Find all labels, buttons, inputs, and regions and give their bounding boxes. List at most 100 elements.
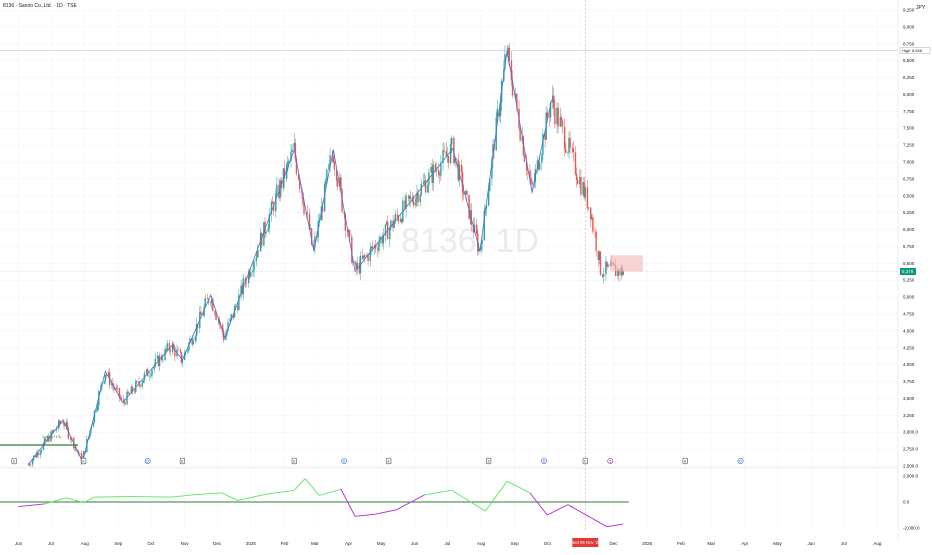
- candle-body: [257, 250, 260, 252]
- time-tick-label: May: [773, 541, 782, 546]
- candle-body: [551, 95, 554, 103]
- price-tick-label: 2,750.0: [903, 447, 919, 452]
- candle-body: [449, 144, 452, 164]
- candle-body: [43, 438, 46, 444]
- candle-body: [525, 161, 528, 171]
- candle-body: [460, 164, 463, 173]
- marker-glyph: E: [684, 459, 686, 463]
- time-tick-label: Feb: [677, 541, 685, 546]
- symbol-watermark: 8136, 1D: [401, 222, 539, 260]
- candle-body: [153, 365, 155, 370]
- high-badge-label: High: [902, 48, 910, 53]
- price-tick-label: 8,500: [903, 58, 915, 63]
- candle-body: [179, 350, 181, 352]
- candle-body: [104, 374, 107, 382]
- osc-tick-label: -2,000.0: [903, 526, 920, 531]
- candle-body: [417, 192, 419, 203]
- price-tick-label: 8,000: [903, 92, 915, 97]
- candle-body: [111, 383, 113, 386]
- candle-body: [498, 108, 501, 117]
- candle-body: [480, 244, 482, 250]
- earnings-marker[interactable]: [11, 457, 17, 465]
- candle-body: [192, 340, 194, 345]
- price-tick-label: 6,000: [903, 227, 915, 232]
- candle-body: [401, 219, 403, 223]
- candle-body: [65, 422, 67, 427]
- candle-body: [294, 142, 297, 159]
- osc-segment: [319, 488, 342, 496]
- candle-body: [473, 224, 476, 233]
- earnings-marker[interactable]: [386, 457, 392, 465]
- candle-body: [260, 232, 263, 246]
- candle-body: [39, 452, 41, 456]
- candle-body: [618, 269, 620, 276]
- price-tick-label: 5,250: [903, 278, 915, 283]
- candle-body: [583, 182, 585, 198]
- candle-body: [298, 179, 301, 189]
- crosshair-date-badge-text: Wed 05 Nov '25: [570, 540, 601, 545]
- earnings-marker[interactable]: [582, 457, 588, 465]
- osc-segment: [485, 480, 508, 512]
- time-tick-label: Jun: [15, 541, 23, 546]
- candle-body: [245, 282, 248, 284]
- time-tick-label: Mar: [707, 541, 715, 546]
- candle-body: [302, 192, 304, 205]
- osc-segment: [396, 494, 425, 511]
- candle-body: [347, 229, 350, 232]
- candle-body: [381, 236, 383, 244]
- candle-body: [309, 228, 312, 229]
- earnings-marker[interactable]: [682, 457, 688, 465]
- candle-body: [259, 232, 262, 252]
- marker-glyph: E: [293, 459, 295, 463]
- candle-body: [268, 214, 270, 229]
- candle-body: [454, 158, 456, 163]
- candle-body: [303, 204, 305, 214]
- earnings-marker[interactable]: [291, 457, 297, 465]
- candle-body: [530, 178, 532, 182]
- dividend-marker[interactable]: [541, 458, 547, 464]
- candle-body: [279, 180, 281, 199]
- candle-body: [105, 374, 108, 376]
- candle-body: [423, 180, 426, 183]
- candle-body: [554, 107, 556, 125]
- dividend-marker[interactable]: [737, 458, 744, 464]
- dividend-marker[interactable]: [144, 458, 151, 464]
- price-tick-label: 9,250: [903, 8, 915, 13]
- time-tick-label: Feb: [281, 541, 289, 546]
- dividend-marker[interactable]: [341, 458, 348, 464]
- candle-body: [211, 299, 213, 303]
- candle-body: [194, 336, 197, 341]
- candle-body: [146, 369, 149, 377]
- candle-body: [229, 318, 231, 323]
- osc-segment: [606, 523, 624, 528]
- candle-body: [424, 180, 427, 193]
- time-tick-label: Aug: [873, 541, 882, 546]
- event-marker[interactable]: [607, 458, 614, 464]
- candle-body: [489, 178, 491, 192]
- price-tick-label: 6,750: [903, 176, 915, 181]
- candle-body: [97, 405, 99, 411]
- time-tick-label: Jun: [411, 541, 419, 546]
- candle-body: [51, 431, 53, 433]
- earnings-marker[interactable]: [486, 457, 492, 465]
- candle-body: [255, 257, 257, 262]
- marker-glyph: Q: [609, 459, 612, 463]
- candle-body: [453, 137, 455, 163]
- candle-body: [335, 169, 338, 181]
- osc-segment: [547, 504, 569, 516]
- candle-body: [247, 271, 250, 284]
- price-tick-label: 7,500: [903, 126, 915, 131]
- marker-glyph: E: [181, 459, 183, 463]
- earnings-marker[interactable]: [81, 457, 87, 465]
- candle-body: [291, 149, 293, 153]
- candle-body: [563, 126, 566, 149]
- earnings-marker[interactable]: [179, 457, 186, 465]
- candle-body: [419, 194, 421, 203]
- osc-segment: [83, 496, 95, 504]
- candle-body: [283, 168, 286, 179]
- time-tick-label: Sep: [511, 541, 520, 546]
- candle-body: [361, 255, 364, 259]
- candle-body: [515, 93, 517, 95]
